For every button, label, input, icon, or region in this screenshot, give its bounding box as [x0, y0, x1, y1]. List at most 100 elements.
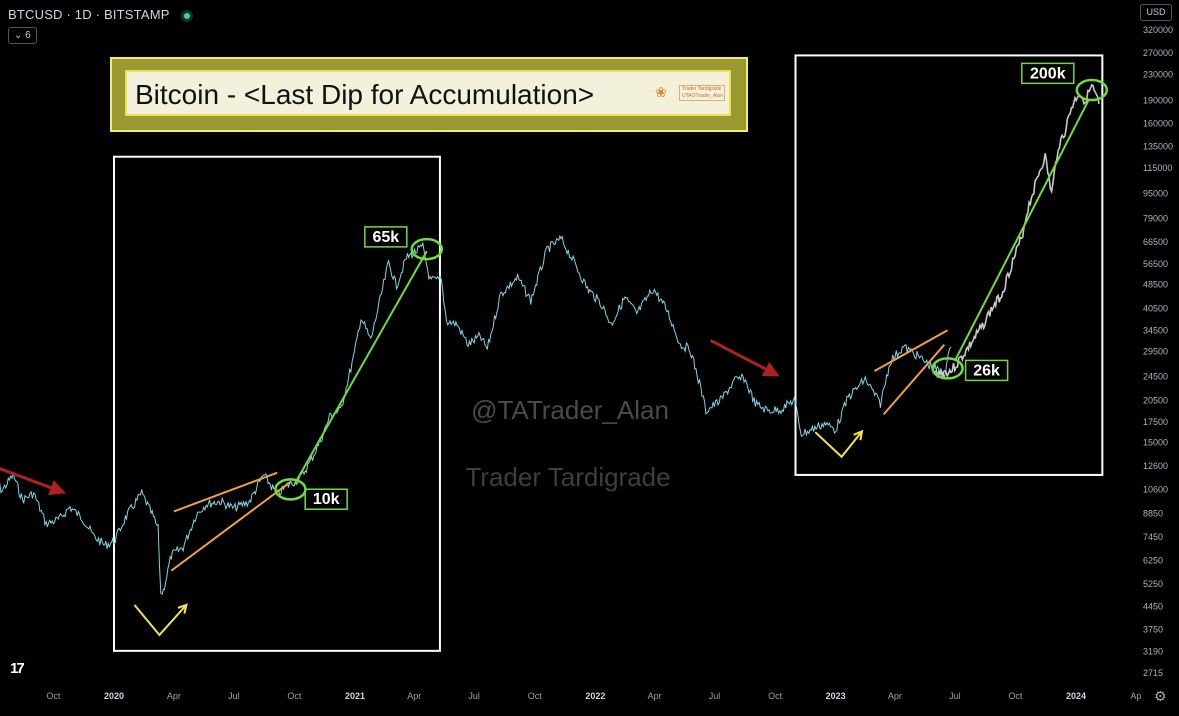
x-tick-label: Oct	[46, 691, 61, 701]
orange-trendline	[170, 481, 292, 572]
price-label-box	[1021, 62, 1075, 85]
x-tick-label: Apr	[888, 691, 902, 701]
y-tick-label: 230000	[1143, 70, 1173, 80]
x-tick-label: 2023	[826, 691, 846, 701]
y-tick-label: 190000	[1143, 95, 1173, 105]
orange-trendline	[874, 329, 949, 372]
x-tick-label: Oct	[768, 691, 783, 701]
brand-name: Trader Tardigrade	[682, 86, 722, 92]
red-arrow-head	[48, 480, 66, 496]
y-tick-label: 3190	[1143, 646, 1163, 656]
green-circle-mark	[274, 478, 307, 501]
y-tick-label: 34500	[1143, 325, 1168, 335]
y-tick-label: 115000	[1143, 163, 1172, 173]
title-banner: Bitcoin - <Last Dip for Accumulation> ❀ …	[110, 57, 748, 132]
indicators-toggle-button[interactable]: ⌄ 6	[8, 27, 37, 44]
price-label-26k: 26k	[964, 359, 1009, 382]
red-arrow-shaft	[709, 339, 767, 371]
orange-trendline	[173, 471, 278, 513]
x-tick-label: Apr	[167, 691, 181, 701]
y-tick-label: 4450	[1143, 601, 1163, 611]
x-tick-label: Oct	[1008, 691, 1023, 701]
x-tick-label: 2020	[104, 691, 124, 701]
brand-text: Trader Tardigrade UTAOTrader_Alan	[679, 85, 725, 101]
x-tick-label: 2022	[585, 691, 605, 701]
red-arrow-head	[761, 361, 780, 377]
x-tick-label: Ap	[1130, 691, 1141, 701]
price-label-10k: 10k	[304, 488, 348, 510]
price-label-200k: 200k	[1021, 62, 1075, 85]
projection-series-line	[934, 83, 1100, 379]
y-tick-label: 12600	[1143, 461, 1168, 471]
price-label-box	[304, 488, 348, 510]
tradingview-logo-icon[interactable]: 17	[10, 660, 25, 677]
y-tick-label: 10600	[1143, 484, 1168, 494]
orange-trendline	[882, 344, 946, 415]
price-series-line	[0, 234, 952, 596]
x-tick-label: Jul	[949, 691, 961, 701]
price-label-65k: 65k	[364, 226, 408, 248]
y-tick-label: 320000	[1143, 25, 1173, 35]
green-circle-mark	[931, 357, 964, 380]
y-tick-label: 3750	[1143, 624, 1163, 634]
y-tick-label: 17500	[1143, 417, 1168, 427]
price-label-box	[964, 359, 1009, 382]
watermark-handle: @TATrader_Alan	[471, 395, 669, 425]
v-bottom-mark	[814, 430, 863, 459]
v-mark-arrowhead	[177, 603, 188, 614]
x-tick-label: Oct	[287, 691, 302, 701]
y-tick-label: 24500	[1143, 371, 1168, 381]
chart-title: Bitcoin - <Last Dip for Accumulation>	[135, 79, 595, 110]
y-tick-label: 20500	[1143, 395, 1168, 405]
currency-selector[interactable]: USD	[1140, 4, 1172, 21]
highlight-box-1	[113, 155, 441, 652]
y-tick-label: 66500	[1143, 237, 1168, 247]
y-tick-label: 160000	[1143, 118, 1173, 128]
brand-badge: ❀ Trader Tardigrade UTAOTrader_Alan	[655, 84, 729, 102]
price-label-text: 26k	[973, 362, 1000, 379]
v-bottom-mark	[133, 604, 188, 637]
x-tick-label: Jul	[228, 691, 240, 701]
green-trendline	[953, 99, 1090, 362]
y-tick-label: 48500	[1143, 279, 1168, 289]
y-tick-label: 29500	[1143, 346, 1168, 356]
green-circle-mark	[1075, 78, 1109, 102]
y-tick-label: 56500	[1143, 259, 1168, 269]
y-tick-label: 8850	[1143, 509, 1163, 519]
y-tick-label: 135000	[1143, 141, 1173, 151]
y-tick-label: 270000	[1143, 48, 1173, 58]
x-tick-label: 2021	[345, 691, 365, 701]
price-label-text: 65k	[372, 229, 399, 246]
indicators-count: 6	[25, 30, 31, 41]
x-tick-label: Jul	[709, 691, 721, 701]
watermark-name: Trader Tardigrade	[465, 462, 670, 492]
x-tick-label: Oct	[528, 691, 543, 701]
y-tick-label: 2715	[1143, 668, 1163, 678]
y-tick-label: 40500	[1143, 304, 1168, 314]
market-status-icon	[183, 12, 190, 19]
title-banner-inner: Bitcoin - <Last Dip for Accumulation> ❀ …	[125, 70, 731, 116]
y-tick-label: 15000	[1143, 438, 1168, 448]
v-mark-arrowhead	[853, 429, 864, 441]
price-label-text: 200k	[1030, 65, 1066, 82]
symbol-line: BTCUSD · 1D · BITSTAMP	[8, 7, 170, 22]
x-tick-label: Jul	[468, 691, 480, 701]
highlight-box-2	[794, 54, 1104, 476]
x-tick-label: Apr	[648, 691, 662, 701]
x-tick-label: 2024	[1066, 691, 1086, 701]
green-trendline	[293, 250, 428, 485]
price-label-text: 10k	[313, 491, 340, 508]
y-tick-label: 79000	[1143, 214, 1168, 224]
symbol-header[interactable]: BTCUSD · 1D · BITSTAMP	[8, 7, 190, 22]
green-circle-mark	[410, 237, 444, 261]
tardigrade-logo-icon: ❀	[655, 84, 667, 100]
gear-icon[interactable]: ⚙	[1154, 688, 1167, 704]
chevron-down-icon: ⌄	[14, 30, 23, 41]
price-label-box	[364, 226, 408, 248]
y-tick-label: 95000	[1143, 189, 1168, 199]
y-tick-label: 7450	[1143, 532, 1163, 542]
y-tick-label: 5250	[1143, 579, 1163, 589]
red-arrow-shaft	[0, 467, 52, 490]
x-tick-label: Apr	[407, 691, 421, 701]
